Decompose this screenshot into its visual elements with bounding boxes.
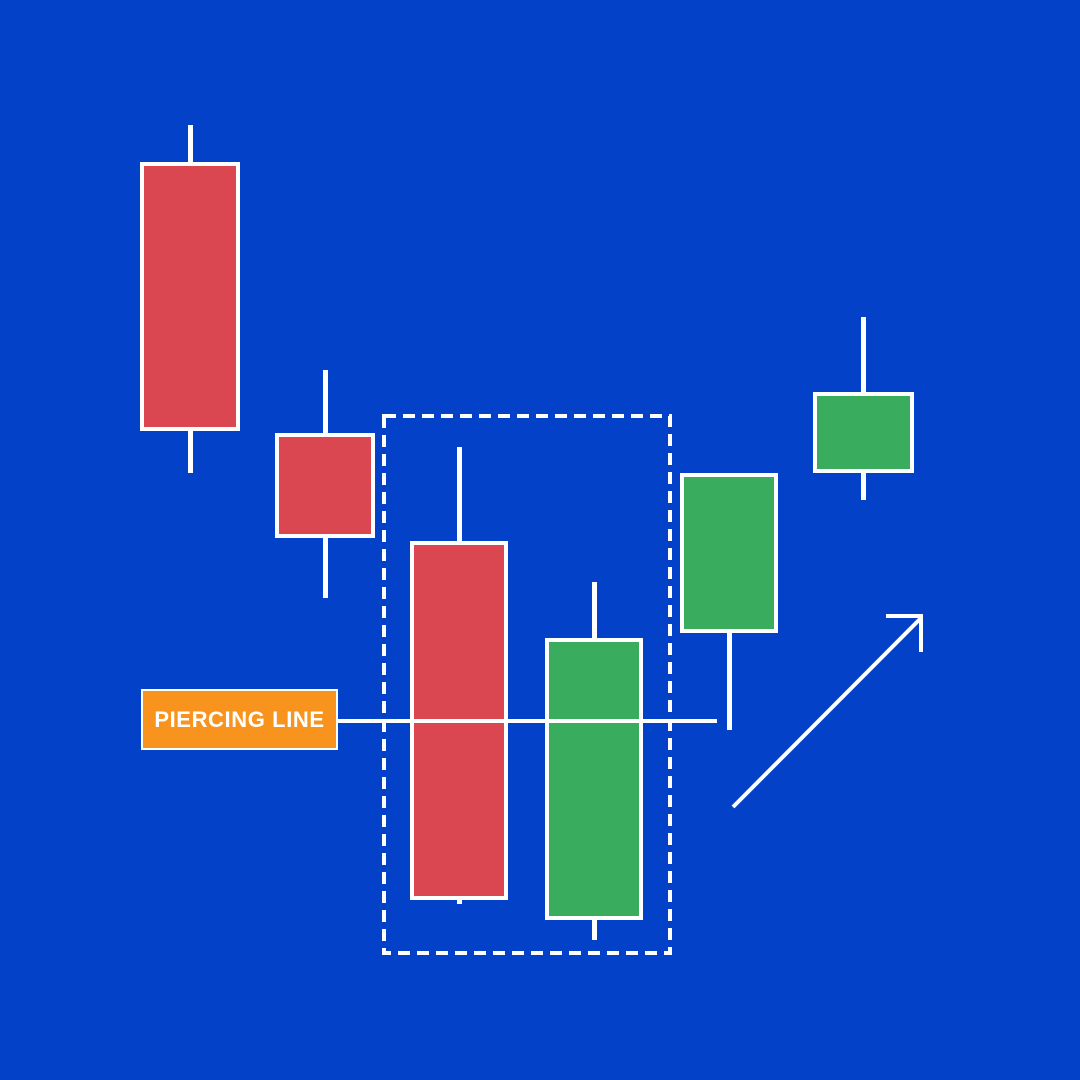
candle-4-body-bullish [545,638,643,920]
pattern-label-badge: PIERCING LINE [141,689,338,750]
pattern-label-text: PIERCING LINE [154,706,325,732]
candle-6-body-bullish [813,392,914,473]
candle-1-body-bearish [140,162,240,431]
candle-2-body-bearish [275,433,375,538]
candle-5-body-bullish [680,473,778,633]
candle-3-body-bearish [410,541,508,900]
